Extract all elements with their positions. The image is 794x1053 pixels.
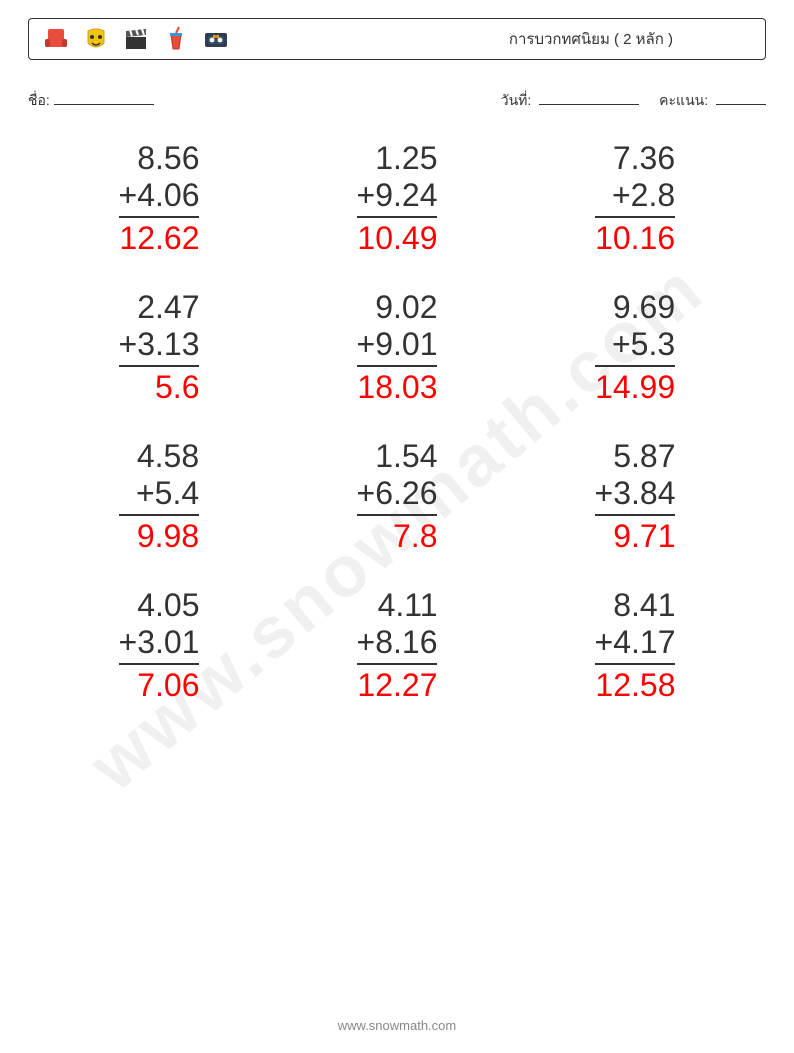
problem-2: 1.25 +9.24 10.49 [298, 140, 496, 257]
problem-answer: 7.8 [357, 516, 438, 555]
problems-grid: 8.56 +4.06 12.62 1.25 +9.24 10.49 7.36 +… [60, 140, 734, 704]
problem-top: 8.41 [595, 587, 676, 624]
problem-answer: 12.27 [357, 665, 438, 704]
problem-top: 7.36 [595, 140, 675, 177]
worksheet-title: การบวกทศนิยม ( 2 หลัก ) [509, 27, 753, 51]
date-field: วันที่: [501, 90, 639, 112]
problem-answer: 18.03 [357, 367, 438, 406]
problem-top: 4.58 [119, 438, 199, 475]
problem-1: 8.56 +4.06 12.62 [60, 140, 258, 257]
problem-4: 2.47 +3.13 5.6 [60, 289, 258, 406]
problem-bottom: +8.16 [357, 624, 438, 665]
problem-answer: 14.99 [595, 367, 675, 406]
date-label: วันที่: [501, 92, 532, 108]
problem-bottom: +4.06 [119, 177, 200, 218]
name-field: ชื่อ: [28, 90, 154, 112]
problem-top: 9.69 [595, 289, 675, 326]
problem-top: 4.11 [357, 587, 438, 624]
problem-11: 4.11 +8.16 12.27 [298, 587, 496, 704]
problem-top: 5.87 [595, 438, 676, 475]
cassette-icon: C [201, 24, 231, 54]
problem-bottom: +2.8 [595, 177, 675, 218]
problem-bottom: +9.01 [357, 326, 438, 367]
header-icons: C [41, 24, 231, 54]
score-label: คะแนน: [659, 92, 708, 108]
problem-answer: 7.06 [119, 665, 200, 704]
problem-5: 9.02 +9.01 18.03 [298, 289, 496, 406]
date-blank [539, 91, 639, 105]
problem-6: 9.69 +5.3 14.99 [536, 289, 734, 406]
problem-12: 8.41 +4.17 12.58 [536, 587, 734, 704]
score-field: คะแนน: [659, 90, 766, 112]
problem-8: 1.54 +6.26 7.8 [298, 438, 496, 555]
clapperboard-icon [121, 24, 151, 54]
problem-answer: 10.49 [357, 218, 438, 257]
problem-answer: 5.6 [119, 367, 200, 406]
problem-bottom: +3.84 [595, 475, 676, 516]
problem-bottom: +5.3 [595, 326, 675, 367]
problem-answer: 9.98 [119, 516, 199, 555]
armchair-icon [41, 24, 71, 54]
problem-bottom: +4.17 [595, 624, 676, 665]
problem-top: 8.56 [119, 140, 200, 177]
name-blank [54, 91, 154, 105]
problem-answer: 12.58 [595, 665, 676, 704]
problem-9: 5.87 +3.84 9.71 [536, 438, 734, 555]
problem-top: 1.25 [357, 140, 438, 177]
info-row: ชื่อ: วันที่: คะแนน: [28, 90, 766, 112]
mask-icon [81, 24, 111, 54]
problem-top: 9.02 [357, 289, 438, 326]
problem-answer: 10.16 [595, 218, 675, 257]
problem-top: 2.47 [119, 289, 200, 326]
problem-3: 7.36 +2.8 10.16 [536, 140, 734, 257]
problem-7: 4.58 +5.4 9.98 [60, 438, 258, 555]
footer-url: www.snowmath.com [0, 1018, 794, 1033]
problem-bottom: +9.24 [357, 177, 438, 218]
problem-answer: 9.71 [595, 516, 676, 555]
drink-icon [161, 24, 191, 54]
problem-top: 1.54 [357, 438, 438, 475]
problem-bottom: +3.13 [119, 326, 200, 367]
problem-bottom: +6.26 [357, 475, 438, 516]
score-blank [716, 91, 766, 105]
problem-answer: 12.62 [119, 218, 200, 257]
header-box: C การบวกทศนิยม ( 2 หลัก ) [28, 18, 766, 60]
problem-bottom: +3.01 [119, 624, 200, 665]
name-label: ชื่อ: [28, 90, 50, 112]
problem-top: 4.05 [119, 587, 200, 624]
problem-bottom: +5.4 [119, 475, 199, 516]
problem-10: 4.05 +3.01 7.06 [60, 587, 258, 704]
